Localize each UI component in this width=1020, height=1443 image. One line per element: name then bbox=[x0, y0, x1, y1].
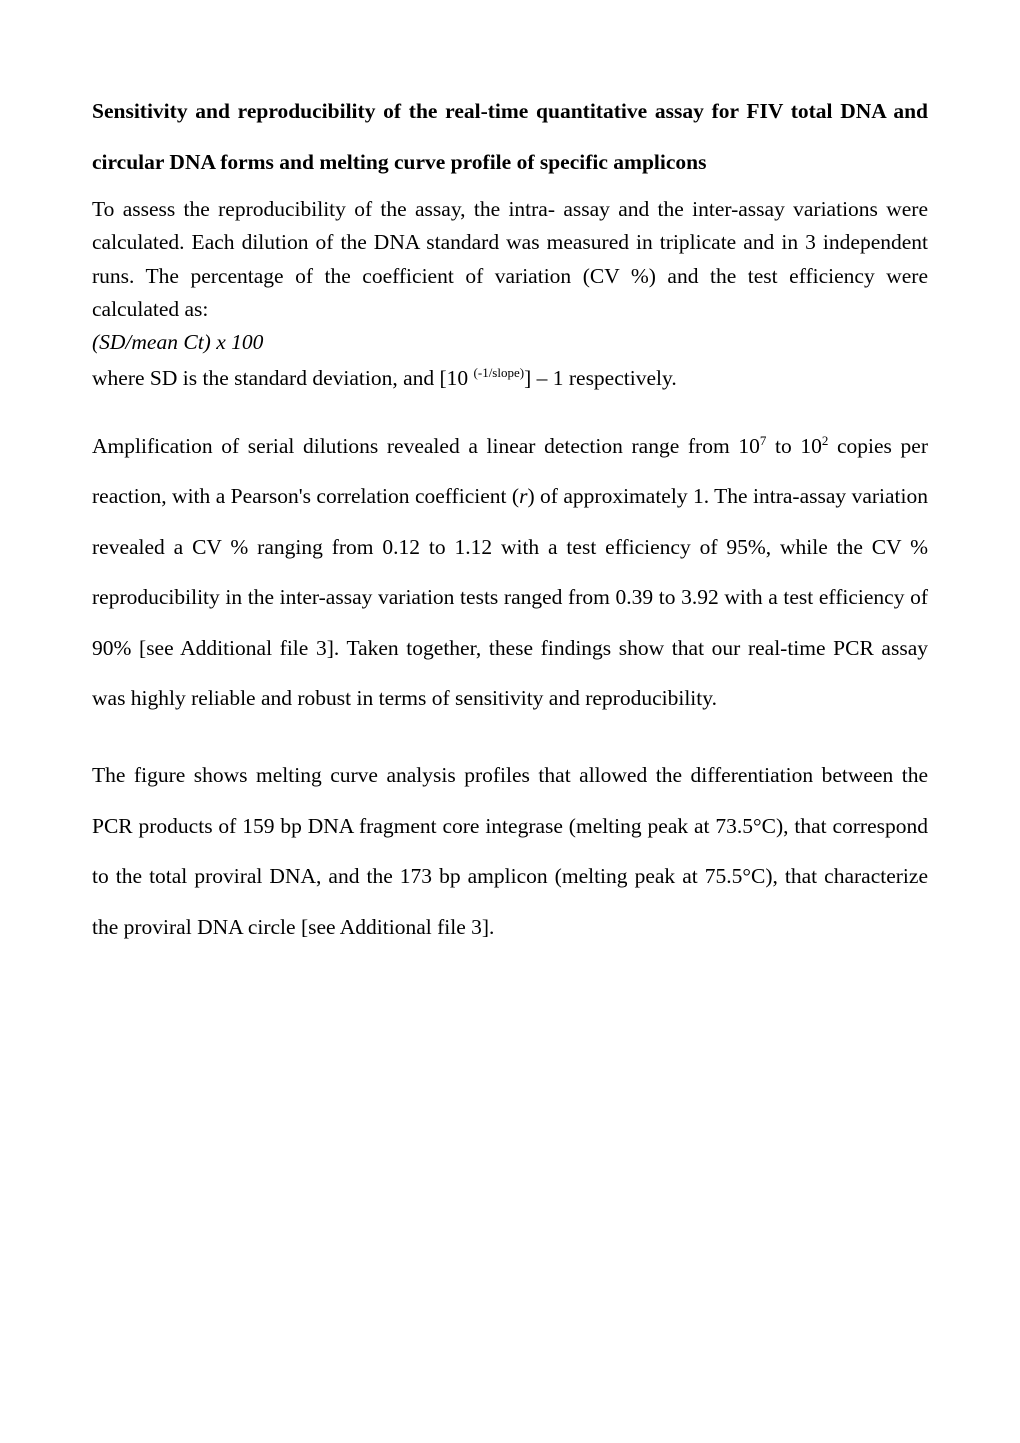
formula-suffix: ] – 1 respectively. bbox=[524, 366, 677, 390]
document-page: Sensitivity and reproducibility of the r… bbox=[0, 0, 1020, 1443]
formula-superscript: (-1/slope) bbox=[474, 364, 525, 379]
formula-italic: (SD/mean Ct) x 100 bbox=[92, 326, 928, 359]
formula-definition: where SD is the standard deviation, and … bbox=[92, 362, 928, 395]
para2-part-b: to 10 bbox=[766, 434, 822, 458]
para2-part-d: ) of approximately 1. The intra-assay va… bbox=[92, 484, 928, 710]
para2-part-a: Amplification of serial dilutions reveal… bbox=[92, 434, 760, 458]
paragraph-intro: To assess the reproducibility of the ass… bbox=[92, 193, 928, 326]
formula-prefix: where SD is the standard deviation, and … bbox=[92, 366, 474, 390]
paragraph-results: Amplification of serial dilutions reveal… bbox=[92, 421, 928, 724]
section-heading: Sensitivity and reproducibility of the r… bbox=[92, 86, 928, 187]
paragraph-figure: The figure shows melting curve analysis … bbox=[92, 750, 928, 952]
